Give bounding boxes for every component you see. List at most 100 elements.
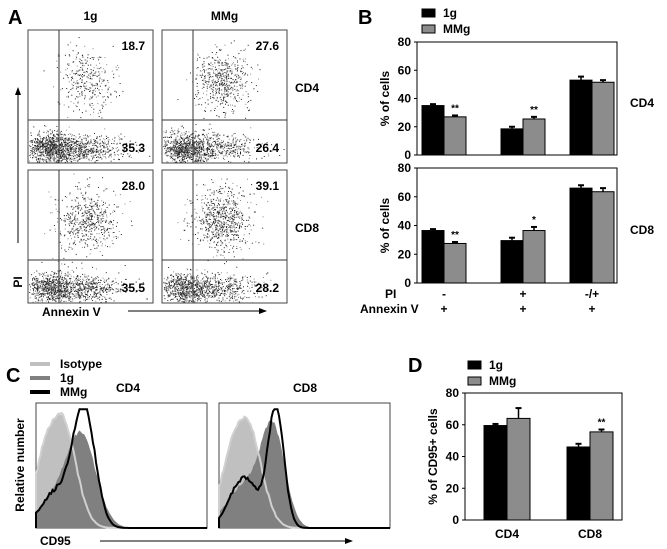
event-dot [214, 66, 216, 68]
event-dot [47, 282, 49, 284]
event-dot [67, 284, 69, 286]
event-dot [117, 291, 119, 293]
event-dot [183, 132, 185, 134]
event-dot [170, 147, 172, 149]
event-dot [215, 53, 217, 55]
event-dot [179, 138, 181, 140]
event-dot [165, 150, 167, 152]
event-dot [70, 147, 72, 149]
event-dot [96, 136, 98, 138]
event-dot [244, 142, 246, 144]
event-dot [203, 62, 205, 64]
event-dot [87, 54, 89, 56]
event-dot [184, 142, 185, 144]
event-dot [63, 283, 65, 285]
event-dot [70, 149, 72, 151]
event-dot [57, 54, 59, 56]
event-dot [201, 142, 203, 144]
event-dot [118, 75, 120, 77]
event-dot [226, 150, 228, 151]
event-dot [113, 77, 115, 79]
event-dot [112, 292, 114, 294]
event-dot [78, 147, 80, 149]
event-dot [173, 141, 175, 143]
event-dot [90, 220, 92, 222]
event-dot [60, 143, 61, 145]
event-dot [65, 151, 67, 153]
event-dot [52, 135, 54, 136]
event-dot [218, 87, 220, 89]
event-dot [239, 156, 240, 158]
event-dot [65, 141, 67, 143]
event-dot [216, 68, 217, 70]
event-dot [102, 217, 104, 219]
event-dot [183, 134, 185, 136]
event-dot [215, 74, 217, 76]
event-dot [60, 286, 62, 288]
event-dot [112, 288, 113, 290]
event-dot [74, 143, 75, 145]
event-dot [101, 151, 103, 153]
event-dot [176, 144, 178, 145]
event-dot [52, 154, 54, 156]
event-dot [105, 210, 107, 212]
event-dot [85, 206, 87, 208]
event-dot [174, 141, 176, 143]
event-dot [216, 76, 218, 78]
event-dot [206, 86, 208, 88]
event-dot [219, 77, 221, 79]
event-dot [43, 274, 45, 276]
event-dot [93, 211, 95, 213]
event-dot [83, 299, 85, 301]
event-dot [193, 150, 195, 152]
event-dot [46, 142, 48, 144]
event-dot [99, 56, 101, 58]
event-dot [67, 143, 68, 144]
event-dot [45, 146, 47, 148]
event-dot [181, 155, 183, 157]
event-dot [182, 150, 184, 152]
event-dot [97, 202, 98, 204]
event-dot [91, 197, 93, 199]
event-dot [105, 84, 107, 86]
event-dot [62, 282, 64, 284]
event-dot [91, 266, 93, 268]
event-dot [51, 145, 53, 147]
event-dot [74, 224, 76, 226]
event-dot [57, 137, 59, 139]
event-dot [35, 276, 37, 278]
event-dot [116, 143, 118, 145]
event-dot [221, 71, 223, 73]
event-dot [216, 74, 218, 76]
event-dot [78, 204, 80, 206]
event-dot [229, 70, 231, 71]
event-dot [76, 233, 78, 235]
event-dot [57, 145, 59, 147]
event-dot [181, 147, 183, 149]
event-dot [79, 147, 80, 149]
event-dot [52, 299, 53, 301]
event-dot [52, 151, 54, 153]
event-dot [173, 148, 175, 150]
event-dot [219, 146, 221, 148]
event-dot [235, 143, 237, 145]
event-dot [79, 87, 81, 89]
event-dot [99, 220, 101, 222]
event-dot [197, 161, 198, 163]
event-dot [110, 228, 112, 230]
event-dot [178, 145, 180, 147]
event-dot [112, 147, 114, 149]
event-dot [196, 140, 197, 141]
event-dot [89, 281, 91, 283]
event-dot [59, 103, 61, 105]
event-dot [90, 139, 92, 141]
event-dot [89, 229, 91, 230]
event-dot [116, 69, 118, 71]
event-dot [36, 270, 38, 272]
event-dot [225, 153, 227, 155]
event-dot [47, 292, 49, 294]
event-dot [53, 282, 55, 284]
event-dot [74, 142, 76, 144]
event-dot [221, 89, 223, 91]
event-dot [113, 190, 115, 192]
